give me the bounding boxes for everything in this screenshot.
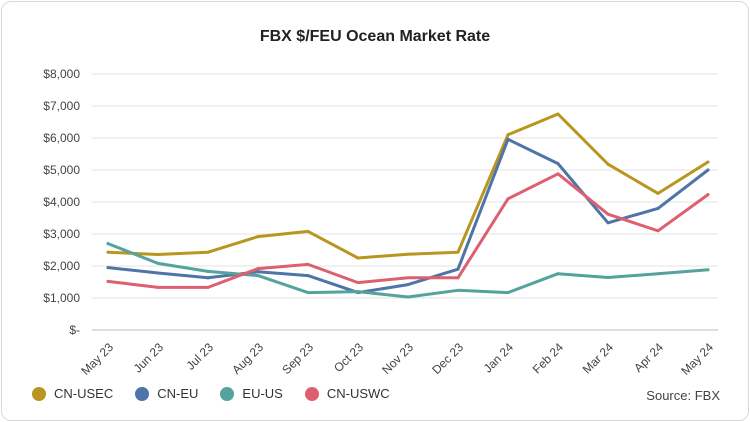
legend-label-cn-eu: CN-EU [157,386,199,401]
legend-label-eu-us: EU-US [242,386,283,401]
legend-swatch-cn-usec [32,386,46,401]
data-point-cn-uswc [506,197,510,201]
data-point-cn-eu [656,206,660,210]
data-point-cn-uswc [356,281,360,285]
data-point-cn-eu [206,276,210,280]
data-point-cn-uswc [406,276,410,280]
y-tick-label: $- [69,323,80,337]
data-point-cn-eu [606,221,610,225]
data-point-cn-eu [556,162,560,166]
data-point-cn-usec [406,252,410,256]
x-tick-label: Jul 23 [184,340,217,373]
data-point-eu-us [106,242,110,246]
x-tick-label: May 24 [678,340,716,378]
x-tick-label: Apr 24 [631,340,666,375]
data-point-eu-us [256,274,260,278]
legend-label-cn-usec: CN-USEC [54,386,114,401]
legend-label-cn-uswc: CN-USWC [326,386,390,401]
y-tick-label: $5,000 [43,163,80,177]
data-point-cn-usec [706,160,710,164]
data-point-cn-eu [506,137,510,141]
x-tick-label: Aug 23 [229,340,266,377]
y-tick-label: $3,000 [43,227,80,241]
data-point-cn-uswc [706,193,710,197]
data-point-cn-usec [606,162,610,166]
data-point-cn-usec [106,250,110,254]
data-point-cn-uswc [556,172,560,176]
data-point-cn-eu [106,266,110,270]
x-tick-label: Jan 24 [481,340,517,376]
data-point-cn-usec [356,256,360,260]
legend-item-eu-us: EU-US [220,386,283,401]
data-point-cn-usec [156,252,160,256]
data-point-eu-us [156,261,160,265]
data-point-cn-uswc [256,267,260,271]
x-tick-label: Feb 24 [530,340,567,377]
data-point-eu-us [456,288,460,292]
data-point-cn-uswc [456,276,460,280]
x-tick-label: Oct 23 [331,340,366,375]
data-point-cn-eu [456,267,460,271]
chart-title: FBX $/FEU Ocean Market Rate [259,28,491,45]
y-tick-label: $8,000 [43,67,80,81]
x-tick-label: Nov 23 [379,340,416,377]
legend-item-cn-eu: CN-EU [135,386,198,401]
data-point-eu-us [356,290,360,294]
chart-legend: CN-USEC CN-EU EU-US CN-USWC [32,386,390,401]
legend-swatch-cn-eu [135,386,150,401]
legend-swatch-eu-us [220,386,235,401]
y-tick-label: $1,000 [43,291,80,305]
data-point-cn-usec [456,250,460,254]
data-point-cn-uswc [306,262,310,266]
data-point-eu-us [556,272,560,276]
data-point-cn-usec [506,133,510,137]
series-line-cn-usec [106,112,710,260]
x-tick-label: Sep 23 [279,340,316,377]
legend-item-cn-usec: CN-USEC [32,386,113,401]
y-tick-label: $4,000 [43,195,80,209]
data-point-cn-uswc [106,279,110,283]
data-point-cn-uswc [156,285,160,289]
data-point-cn-usec [306,229,310,233]
data-point-eu-us [606,276,610,280]
data-point-cn-usec [206,250,210,254]
data-point-eu-us [406,295,410,299]
legend-item-cn-uswc: CN-USWC [304,386,390,401]
legend-swatch-cn-uswc [304,386,319,401]
data-point-cn-eu [306,274,310,278]
data-point-cn-eu [256,270,260,274]
data-point-eu-us [506,291,510,295]
x-tick-label: Mar 24 [580,340,617,377]
data-point-cn-usec [256,235,260,239]
x-tick-label: May 23 [78,340,116,378]
y-tick-label: $7,000 [43,99,80,113]
data-point-cn-eu [406,283,410,287]
x-tick-label: Jun 23 [131,340,167,376]
data-point-cn-eu [156,271,160,275]
x-tick-label: Dec 23 [429,340,466,377]
data-point-eu-us [656,272,660,276]
source-label: Source: FBX [646,388,720,403]
data-point-cn-eu [706,168,710,172]
data-point-cn-usec [556,112,560,116]
data-point-eu-us [206,269,210,273]
y-tick-label: $6,000 [43,131,80,145]
data-point-cn-uswc [206,285,210,289]
data-point-cn-uswc [606,212,610,216]
data-point-eu-us [306,291,310,295]
data-point-eu-us [706,268,710,272]
data-point-cn-uswc [656,229,660,233]
data-point-cn-usec [656,191,660,195]
y-tick-label: $2,000 [43,259,80,273]
